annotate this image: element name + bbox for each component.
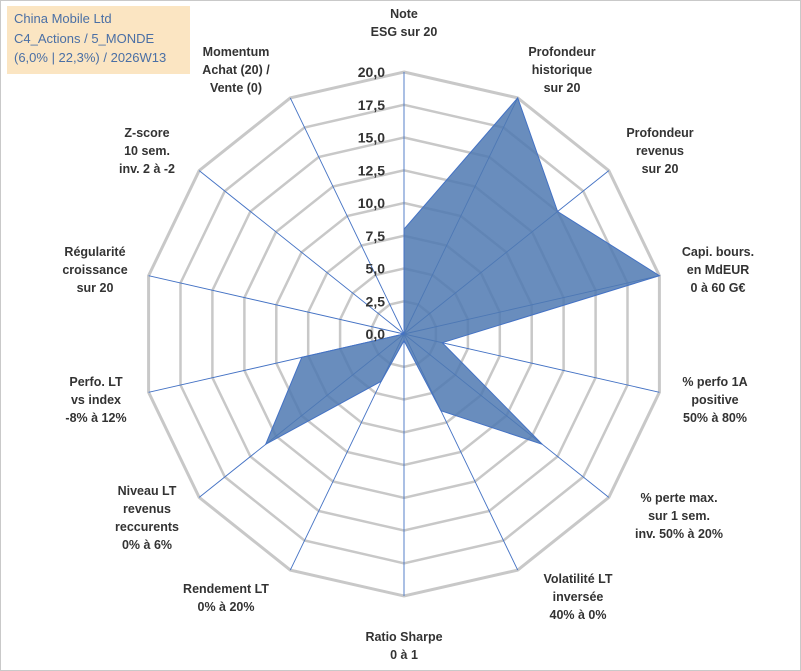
axis-label: Régularité croissance sur 20 xyxy=(62,245,127,295)
axis-label-line: Perfo. LT xyxy=(69,375,123,389)
axis-label-line: croissance xyxy=(62,263,127,277)
axis-spoke xyxy=(148,275,405,335)
axis-label: Niveau LT revenus reccurents 0% à 6% xyxy=(115,484,179,552)
axis-label-line: Momentum xyxy=(203,45,270,59)
axis-label-line: vs index xyxy=(71,393,121,407)
axis-label-line: 10 sem. xyxy=(124,144,170,158)
axis-spoke xyxy=(289,97,405,335)
axis-label-line: en MdEUR xyxy=(687,263,750,277)
axis-label-line: 0% à 20% xyxy=(198,600,255,614)
tick-label: 10,0 xyxy=(358,195,385,211)
title-line-category: C4_Actions / 5_MONDE xyxy=(14,30,155,46)
tick-label: 7,5 xyxy=(366,228,386,244)
axis-label-line: Capi. bours. xyxy=(682,245,754,259)
axis-label-line: inversée xyxy=(553,590,604,604)
tick-layer: 0,0 2,5 5,0 7,5 10,0 12,5 15,0 17,5 20,0 xyxy=(358,64,385,342)
axis-spoke xyxy=(403,333,660,393)
series-layer xyxy=(264,96,661,446)
axis-label-line: revenus xyxy=(636,144,684,158)
axis-label-line: Volatilité LT xyxy=(544,572,613,586)
tick-label: 12,5 xyxy=(358,162,385,178)
axis-label: Momentum Achat (20) / Vente (0) xyxy=(202,45,270,95)
axis-label-line: sur 20 xyxy=(642,162,679,176)
axis-label-line: Note xyxy=(390,7,418,21)
axis-label-line: 0 à 1 xyxy=(390,648,418,662)
axis-label-layer: Note ESG sur 20 Profondeur historique sur 20… xyxy=(62,7,754,662)
axis-label-line: Z-score xyxy=(124,126,169,140)
axis-label-line: 0% à 6% xyxy=(122,538,172,552)
axis-label-line: 40% à 0% xyxy=(550,608,607,622)
axis-label-line: % perte max. xyxy=(640,491,717,505)
axis-label-line: 0 à 60 G€ xyxy=(691,281,746,295)
axis-label-line: inv. 2 à -2 xyxy=(119,162,175,176)
axis-label: % perte max. sur 1 sem. inv. 50% à 20% xyxy=(635,491,723,541)
tick-label: 0,0 xyxy=(366,326,386,342)
axis-label-line: 50% à 80% xyxy=(683,411,747,425)
axis-label-line: reccurents xyxy=(115,520,179,534)
axis-label-line: -8% à 12% xyxy=(65,411,126,425)
axis-label-line: inv. 50% à 20% xyxy=(635,527,723,541)
axis-label-line: historique xyxy=(532,63,592,77)
title-line-company: China Mobile Ltd xyxy=(14,11,112,26)
axis-label-line: Profondeur xyxy=(626,126,693,140)
axis-label-line: Achat (20) / xyxy=(202,63,270,77)
axis-label: Note ESG sur 20 xyxy=(371,7,438,39)
axis-label-line: Rendement LT xyxy=(183,582,269,596)
axis-label-line: sur 20 xyxy=(544,81,581,95)
axis-label-line: sur 1 sem. xyxy=(648,509,710,523)
axis-label-line: Niveau LT xyxy=(118,484,177,498)
axis-label: Capi. bours. en MdEUR 0 à 60 G€ xyxy=(682,245,754,295)
axis-label-line: Profondeur xyxy=(528,45,595,59)
axis-label-line: positive xyxy=(691,393,738,407)
tick-label: 2,5 xyxy=(366,293,386,309)
axis-label: Perfo. LT vs index -8% à 12% xyxy=(65,375,126,425)
axis-label-line: Vente (0) xyxy=(210,81,262,95)
axis-label: Profondeur revenus sur 20 xyxy=(626,126,693,176)
axis-label-line: ESG sur 20 xyxy=(371,25,438,39)
axis-label: Ratio Sharpe 0 à 1 xyxy=(365,630,442,662)
tick-label: 15,0 xyxy=(358,130,385,146)
axis-label: Profondeur historique sur 20 xyxy=(528,45,595,95)
axis-label-line: % perfo 1A xyxy=(682,375,747,389)
axis-label: % perfo 1A positive 50% à 80% xyxy=(682,375,747,425)
axis-label: Z-score 10 sem. inv. 2 à -2 xyxy=(119,126,175,176)
tick-label: 5,0 xyxy=(366,261,386,277)
axis-label: Rendement LT 0% à 20% xyxy=(183,582,269,614)
axis-label-line: revenus xyxy=(123,502,171,516)
axis-label: Volatilité LT inversée 40% à 0% xyxy=(544,572,613,622)
tick-label: 17,5 xyxy=(358,97,385,113)
chart-title-box: China Mobile Ltd C4_Actions / 5_MONDE (6… xyxy=(7,6,190,74)
axis-spoke xyxy=(198,170,405,335)
axis-label-line: sur 20 xyxy=(77,281,114,295)
tick-label: 20,0 xyxy=(358,64,385,80)
title-line-stats: (6,0% | 22,3%) / 2026W13 xyxy=(14,50,167,65)
axis-label-line: Ratio Sharpe xyxy=(365,630,442,644)
axis-label-line: Régularité xyxy=(64,245,125,259)
